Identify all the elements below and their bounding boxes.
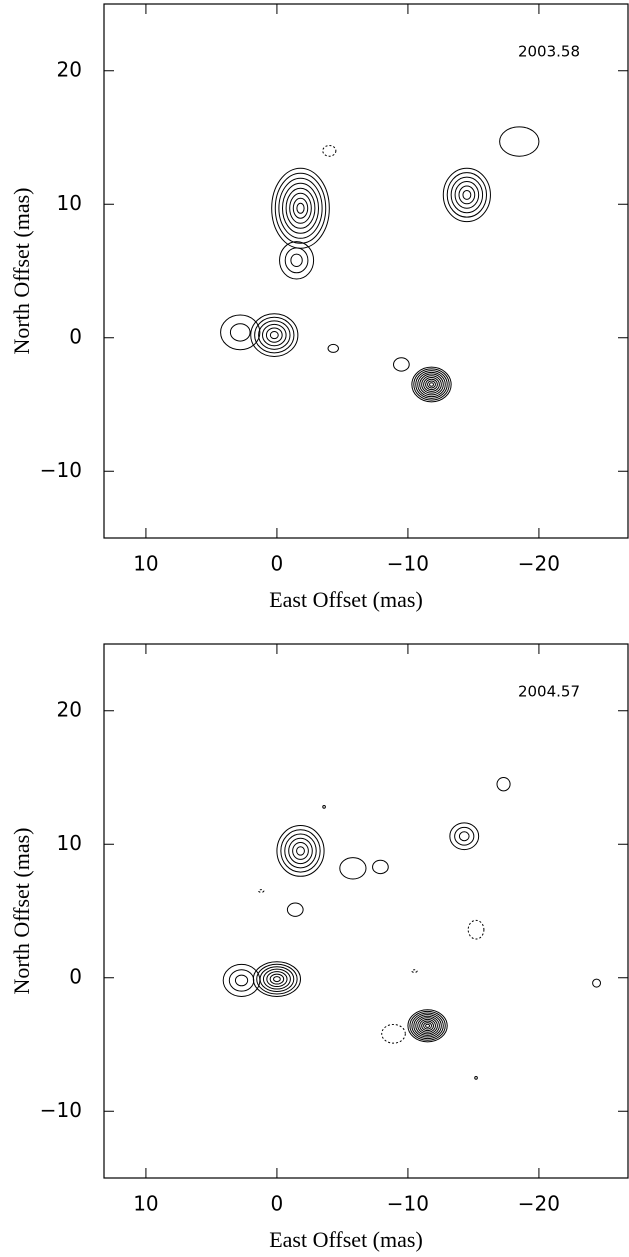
y-tick-label: 10 <box>57 831 82 855</box>
contour-ring <box>285 248 308 273</box>
contour-ring <box>426 1024 430 1027</box>
y-tick-label: 20 <box>57 697 82 721</box>
figure: 10 0 −10 −20 −10 0 10 20 East Offset (mas) North … <box>0 0 629 1257</box>
contour-ring <box>414 369 449 400</box>
contour-ring <box>475 1077 478 1080</box>
contour-ring <box>416 371 447 399</box>
contour-ring <box>223 964 260 996</box>
contour-ring <box>418 1018 438 1034</box>
contour-ring <box>280 242 314 279</box>
contour-ring <box>277 826 324 877</box>
contour-ring <box>468 920 484 939</box>
plot-frame <box>104 4 628 538</box>
contour-ring <box>323 146 336 157</box>
y-tick-label: 0 <box>69 964 82 988</box>
x-tick-label: −20 <box>518 552 560 576</box>
contour-ring <box>221 315 260 350</box>
contour-ring <box>293 198 307 218</box>
contour-ring <box>286 188 315 228</box>
x-tick-label: 0 <box>271 1192 284 1216</box>
y-tick-label: 20 <box>57 57 82 81</box>
contour-ring <box>291 254 302 266</box>
x-axis-title: East Offset (mas) <box>269 1227 423 1252</box>
contour-ring <box>424 1023 432 1029</box>
contour-ring <box>394 358 410 371</box>
contour-ring <box>251 314 298 357</box>
y-tick-label: 0 <box>69 324 82 348</box>
x-tick-label: −20 <box>518 1192 560 1216</box>
contour-ring <box>297 847 305 855</box>
contour-ring <box>382 1024 406 1043</box>
contour-ring <box>500 127 539 156</box>
contour-ring <box>459 832 469 841</box>
annotation: 2003.58 <box>518 43 580 61</box>
contour-ring <box>323 806 326 809</box>
contour-ring <box>340 858 366 879</box>
contour-ring <box>373 860 389 873</box>
y-tick-label: −10 <box>40 1098 82 1122</box>
contour-ring <box>230 324 250 341</box>
contour-ring <box>235 975 247 986</box>
x-tick-label: 10 <box>133 1192 158 1216</box>
contour-ring <box>266 328 282 342</box>
contour-ring <box>297 203 304 213</box>
y-tick-label: −10 <box>40 458 82 482</box>
contour-ring <box>497 778 510 791</box>
y-axis-title: North Offset (mas) <box>9 188 34 355</box>
contour-ring <box>279 178 322 238</box>
contour-ring <box>463 190 471 199</box>
plot-frame <box>104 644 628 1178</box>
x-tick-label: −10 <box>387 552 429 576</box>
contour-ring <box>287 903 303 916</box>
x-tick-label: 0 <box>271 552 284 576</box>
contour-ring <box>255 317 294 353</box>
contour-ring <box>274 977 281 982</box>
contour-ring <box>443 168 490 221</box>
contour-ring <box>281 830 320 872</box>
contour-ring <box>259 890 264 893</box>
contour-ring <box>451 177 482 213</box>
contour-ring <box>293 842 309 859</box>
contour-ring <box>412 1013 443 1039</box>
contour-ring <box>455 827 474 845</box>
y-tick-label: 10 <box>57 191 82 215</box>
y-axis-title: North Offset (mas) <box>9 828 34 995</box>
contour-ring <box>593 979 601 987</box>
contour-ring <box>285 834 316 868</box>
contour-ring <box>272 168 330 248</box>
contour-ring <box>270 332 278 339</box>
x-tick-label: −10 <box>387 1192 429 1216</box>
contour-ring <box>412 970 417 973</box>
annotation: 2004.57 <box>518 683 580 701</box>
contour-ring <box>447 173 486 218</box>
contour-ring <box>282 183 318 233</box>
contour-ring <box>422 376 442 393</box>
contour-ring <box>430 383 434 386</box>
contour-ring <box>229 970 253 991</box>
contour-ring <box>459 186 475 204</box>
contour-ring <box>428 381 436 388</box>
contour-ring <box>270 974 283 984</box>
x-axis-title: East Offset (mas) <box>269 587 423 612</box>
contour-ring <box>328 344 338 352</box>
contour-ring <box>260 967 294 992</box>
x-tick-label: 10 <box>133 552 158 576</box>
contour-ring <box>259 321 290 349</box>
